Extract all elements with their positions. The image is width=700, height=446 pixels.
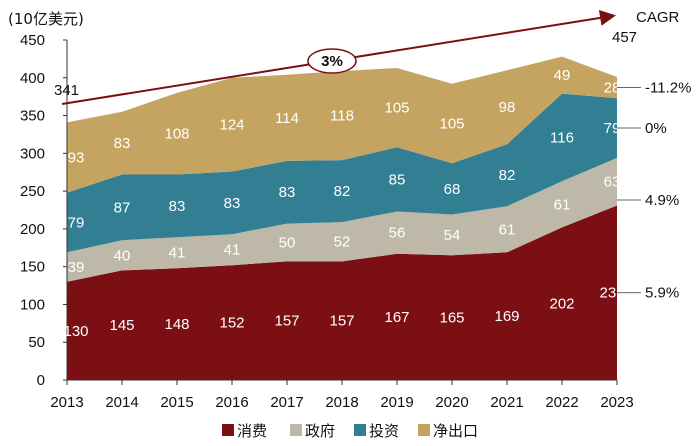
y-tick-label: 0 [37,372,45,389]
data-label: 124 [219,117,244,134]
x-tick-label: 2022 [545,394,578,411]
data-label: 41 [169,245,186,262]
legend-swatch [354,424,366,436]
data-label: 157 [329,313,354,330]
data-label: 40 [114,247,131,264]
data-label: 83 [279,184,296,201]
cagr-value: -11.2% [645,80,691,97]
area-series-2 [67,157,617,282]
data-label: 83 [224,195,241,212]
area-series-1 [67,205,617,380]
x-tick-label: 2023 [600,394,633,411]
legend-swatch [290,424,302,436]
total-end-label: 457 [612,29,637,46]
data-label: 68 [444,181,461,198]
y-tick-label: 200 [20,221,45,238]
x-tick-label: 2019 [380,394,413,411]
cagr-value: 4.9% [645,192,679,209]
area-series-3 [67,93,617,253]
data-label: 105 [439,115,464,132]
data-label: 98 [499,99,516,116]
data-label: 79 [604,120,621,137]
data-label: 61 [499,221,516,238]
trend-label: 3% [321,53,343,70]
data-label: 49 [554,67,571,84]
data-label: 157 [274,313,299,330]
data-label: 41 [224,242,241,259]
data-label: 39 [68,259,85,276]
y-tick-label: 350 [20,108,45,125]
data-label: 167 [384,309,409,326]
data-label: 83 [169,198,186,215]
x-tick-label: 2017 [270,394,303,411]
data-label: 169 [494,308,519,325]
data-label: 148 [164,316,189,333]
y-tick-label: 400 [20,70,45,87]
x-tick-label: 2018 [325,394,358,411]
legend-label: 消费 [237,422,267,440]
data-label: 108 [164,126,189,143]
data-label: 231 [599,285,624,302]
data-label: 130 [63,323,88,340]
cagr-value: 5.9% [645,285,679,302]
data-label: 87 [114,199,131,216]
unit-label: (10亿美元) [8,10,84,28]
data-label: 82 [499,167,516,184]
data-label: 105 [384,100,409,117]
data-label: 114 [275,110,299,127]
data-label: 116 [550,129,574,146]
x-tick-label: 2021 [490,394,523,411]
data-label: 82 [334,183,351,200]
data-label: 145 [109,317,134,334]
x-tick-label: 2016 [215,394,248,411]
data-label: 83 [114,135,131,152]
legend-swatch [418,424,430,436]
legend-swatch [222,424,234,436]
data-label: 152 [219,315,244,332]
data-label: 165 [439,310,464,327]
data-label: 52 [334,234,351,251]
total-start-label: 341 [54,82,79,99]
data-label: 28 [604,80,621,97]
y-tick-label: 150 [20,259,45,276]
data-label: 50 [279,234,296,251]
trend-label-ellipse [307,48,357,74]
y-tick-label: 50 [28,334,45,351]
cagr-value: 0% [645,120,667,137]
data-label: 61 [554,196,571,213]
data-label: 79 [68,214,85,231]
y-tick-label: 450 [20,32,45,49]
data-label: 85 [389,171,406,188]
y-tick-label: 250 [20,183,45,200]
x-tick-label: 2014 [105,394,138,411]
data-label: 63 [604,174,621,191]
cagr-header: CAGR [636,9,680,26]
data-label: 54 [444,227,461,244]
data-label: 56 [389,225,406,242]
x-tick-label: 2020 [435,394,468,411]
legend-label: 投资 [369,422,399,440]
legend-label: 政府 [305,422,335,440]
y-tick-label: 300 [20,145,45,162]
x-tick-label: 2013 [50,394,83,411]
legend-label: 净出口 [433,422,478,440]
area-series-4 [67,56,617,193]
x-tick-label: 2015 [160,394,193,411]
data-label: 93 [68,149,85,166]
data-label: 202 [549,296,574,313]
y-tick-label: 100 [20,296,45,313]
data-label: 118 [330,108,354,125]
